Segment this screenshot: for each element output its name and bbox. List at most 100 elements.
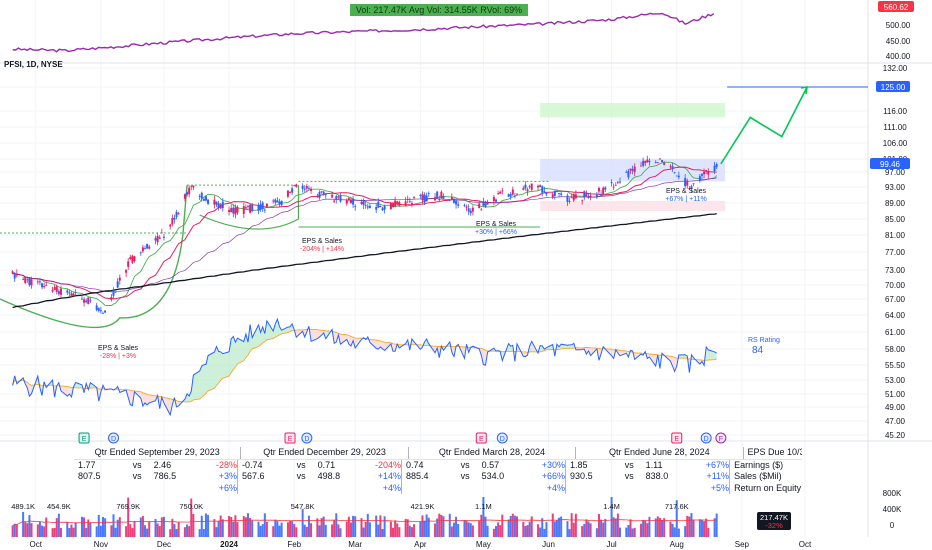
event-marker-shape xyxy=(715,432,727,444)
volume-bar xyxy=(616,513,619,537)
candle-body xyxy=(602,187,605,195)
candle-body xyxy=(335,196,338,200)
x-tick-label: Aug xyxy=(670,540,684,549)
volume-bar xyxy=(471,525,474,537)
cell-vs xyxy=(449,483,482,495)
volume-bar xyxy=(310,523,313,537)
candle-body xyxy=(26,279,29,281)
volume-bar xyxy=(501,514,504,537)
candle-body xyxy=(658,158,661,160)
candle-body xyxy=(377,201,380,208)
volume-bar xyxy=(482,497,485,537)
volume-bar xyxy=(495,526,497,537)
candle-body xyxy=(160,232,163,234)
candle-body xyxy=(410,203,413,205)
candle-body xyxy=(68,292,71,294)
candle-body xyxy=(587,196,590,199)
candle-body xyxy=(259,204,262,210)
volume-bar xyxy=(322,516,325,537)
volume-bar xyxy=(669,521,672,537)
volume-bar xyxy=(192,513,195,537)
candle-body xyxy=(278,201,281,205)
volume-bar xyxy=(656,516,659,537)
candle-body xyxy=(394,200,397,207)
candle-body xyxy=(698,176,701,181)
volume-bar xyxy=(335,513,338,537)
cell-vs xyxy=(121,483,154,495)
volume-bar xyxy=(614,518,617,537)
volume-bar xyxy=(171,518,174,537)
event-marker-shape xyxy=(78,432,90,444)
candle-body xyxy=(511,189,514,195)
candle-body xyxy=(11,271,14,274)
volume-bar xyxy=(585,519,588,537)
volume-bar xyxy=(619,527,621,537)
volume-bar xyxy=(301,508,304,537)
volume-bar xyxy=(43,526,46,537)
candle-body xyxy=(158,237,161,239)
volume-bar xyxy=(671,523,674,537)
cell-pct: +5% xyxy=(710,482,730,493)
candle-body xyxy=(177,213,180,215)
volume-bar xyxy=(129,524,132,537)
volume-bar xyxy=(568,529,571,537)
quarter-cell: 930.5 vs 838.0 +11% xyxy=(565,471,729,483)
volume-peak-label: 717.6K xyxy=(665,502,689,511)
quarter-cell: +6% xyxy=(74,483,237,495)
candle-body xyxy=(320,191,323,193)
candle-body xyxy=(467,208,470,212)
volume-bar xyxy=(53,528,56,537)
candle-body xyxy=(440,191,443,199)
candle-body xyxy=(173,217,176,220)
candle-body xyxy=(457,204,460,206)
cell-pct: -204% xyxy=(375,459,402,470)
volume-bar xyxy=(513,515,516,537)
candle-body xyxy=(28,278,31,286)
volume-bar xyxy=(452,522,455,537)
candle-body xyxy=(24,277,27,283)
candle-body xyxy=(368,205,371,209)
candle-body xyxy=(251,204,254,211)
candle-body xyxy=(116,281,119,288)
candle-body xyxy=(221,201,224,209)
volume-bar xyxy=(677,528,680,537)
volume-bar xyxy=(570,513,573,537)
candle-body xyxy=(104,310,107,313)
candle-body xyxy=(553,191,556,196)
volume-bar xyxy=(492,528,495,537)
volume-bar xyxy=(389,521,392,537)
eps-due-header: EPS Due 10/31 xyxy=(742,447,802,459)
volume-bar xyxy=(162,516,165,537)
candle-body xyxy=(480,209,483,211)
volume-bar xyxy=(352,515,355,537)
x-tick-label: Apr xyxy=(414,540,427,549)
candle-body xyxy=(125,269,128,273)
x-tick-label: Mar xyxy=(348,540,362,549)
volume-bar xyxy=(247,513,249,537)
candle-body xyxy=(22,279,25,280)
volume-bar xyxy=(381,528,384,537)
candle-body xyxy=(276,200,279,203)
volume-bar xyxy=(545,522,548,537)
candle-body xyxy=(36,281,39,283)
candle-body xyxy=(507,194,510,197)
volume-bar xyxy=(543,528,546,537)
cell-a: 1.85 xyxy=(570,459,588,470)
candle-body xyxy=(597,188,600,192)
cell-b: 2.46 xyxy=(153,459,172,470)
candle-body xyxy=(509,194,512,197)
volume-bar xyxy=(349,522,352,537)
candle-body xyxy=(324,194,327,196)
candle-body xyxy=(392,204,395,208)
event-marker-label: D xyxy=(111,436,116,443)
volume-bar xyxy=(148,521,151,537)
x-tick-label: Jun xyxy=(542,540,555,549)
volume-bar xyxy=(13,523,16,537)
cell-a xyxy=(238,483,285,495)
candle-body xyxy=(692,183,695,185)
candle-body xyxy=(257,205,260,211)
volume-bar xyxy=(83,517,86,537)
volume-bar xyxy=(604,518,607,537)
quarter-header: Qtr Ended June 28, 2024 xyxy=(575,447,742,459)
cell-pct: +67% xyxy=(705,459,730,470)
